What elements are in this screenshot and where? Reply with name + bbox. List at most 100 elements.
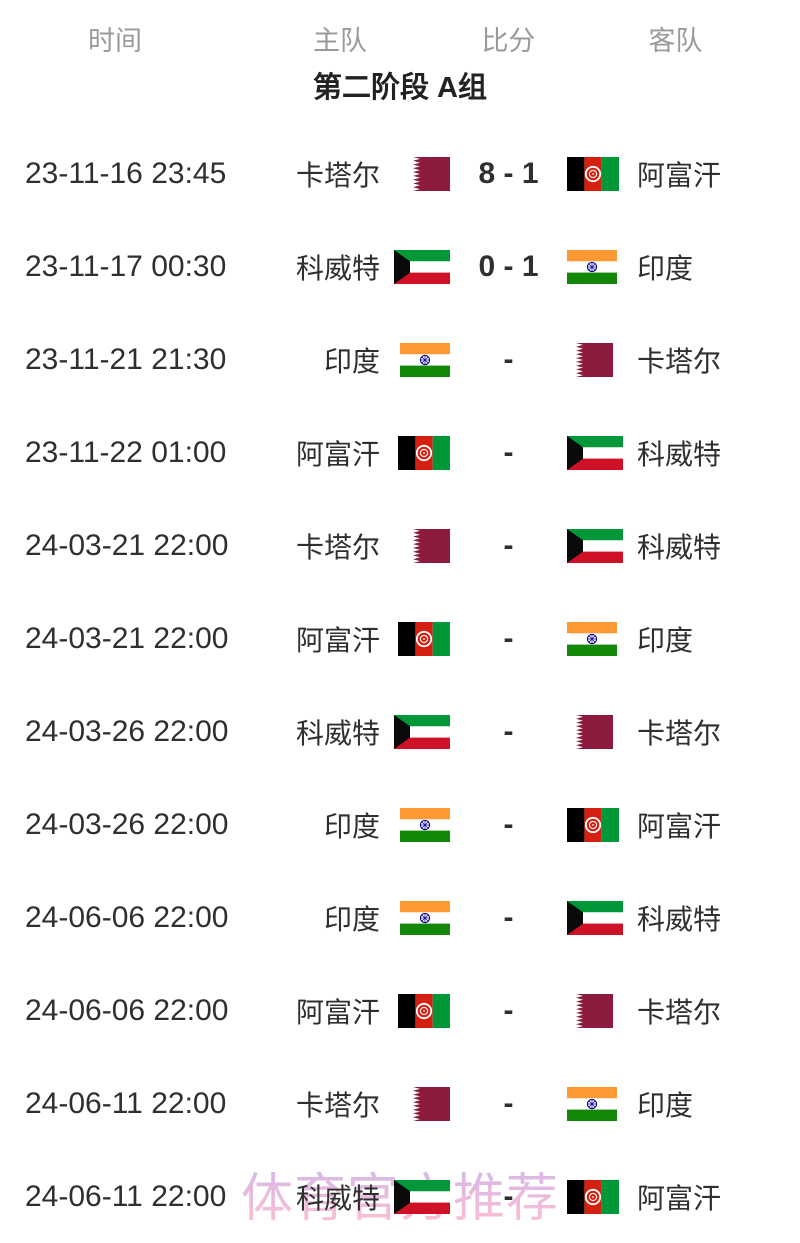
match-score: - [503, 342, 514, 376]
match-time: 24-03-26 22:00 [25, 714, 229, 748]
away-team-cell: 阿富汗 [567, 1177, 800, 1217]
match-score: - [503, 993, 514, 1027]
away-flag-slot [567, 156, 623, 191]
away-team-name: 科威特 [637, 903, 722, 935]
match-time: 24-06-06 22:00 [25, 900, 229, 934]
home-team-cell: 科威特 [230, 247, 450, 287]
away-team-cell: 科威特 [567, 526, 800, 566]
india-flag-icon [567, 621, 617, 656]
match-score: - [503, 1086, 514, 1120]
away-team-cell: 科威特 [567, 898, 800, 938]
away-flag-slot [567, 714, 623, 749]
column-header-away: 客队 [648, 25, 703, 56]
away-flag-slot [567, 528, 623, 563]
match-score: - [503, 807, 514, 841]
away-flag-slot [567, 807, 623, 842]
afghanistan-flag-icon [398, 435, 450, 470]
away-flag-slot [567, 249, 623, 284]
home-flag-slot [394, 435, 450, 470]
home-team-name: 科威特 [295, 717, 380, 749]
home-team-name: 卡塔尔 [295, 531, 380, 563]
away-team-name: 卡塔尔 [637, 345, 722, 377]
match-row[interactable]: 23-11-22 01:00 阿富汗 - 科威特 [0, 406, 800, 499]
away-team-name: 阿富汗 [637, 1182, 722, 1214]
away-team-cell: 卡塔尔 [567, 340, 800, 380]
home-team-name: 卡塔尔 [295, 159, 380, 191]
match-row[interactable]: 23-11-17 00:30 科威特 0 - 1 印度 [0, 220, 800, 313]
away-team-name: 阿富汗 [637, 159, 722, 191]
column-header-time: 时间 [88, 25, 142, 56]
home-flag-slot [394, 1086, 450, 1121]
match-row[interactable]: 24-06-06 22:00 阿富汗 - 卡塔尔 [0, 964, 800, 1057]
kuwait-flag-icon [567, 435, 623, 470]
qatar-flag-icon [567, 342, 613, 377]
away-flag-slot [567, 1086, 623, 1121]
away-team-cell: 卡塔尔 [567, 712, 800, 752]
afghanistan-flag-icon [398, 621, 450, 656]
match-row[interactable]: 24-06-11 22:00 科威特 - 阿富汗 [0, 1150, 800, 1243]
kuwait-flag-icon [394, 1179, 450, 1214]
match-row[interactable]: 24-03-26 22:00 科威特 - 卡塔尔 [0, 685, 800, 778]
home-flag-slot [394, 621, 450, 656]
home-team-name: 卡塔尔 [295, 1089, 380, 1121]
home-team-cell: 卡塔尔 [230, 1084, 450, 1124]
match-row[interactable]: 24-03-26 22:00 印度 - 阿富汗 [0, 778, 800, 871]
india-flag-icon [567, 249, 617, 284]
afghanistan-flag-icon [567, 807, 619, 842]
home-team-name: 印度 [323, 810, 380, 842]
match-list: 23-11-16 23:45 卡塔尔 8 - 1 阿富汗 23-11-17 00… [0, 127, 800, 1243]
column-header-home: 主队 [313, 25, 367, 56]
match-row[interactable]: 24-06-06 22:00 印度 - 科威特 [0, 871, 800, 964]
away-team-cell: 阿富汗 [567, 805, 800, 845]
away-team-cell: 科威特 [567, 433, 800, 473]
home-team-cell: 阿富汗 [230, 619, 450, 659]
home-team-name: 科威特 [295, 1182, 380, 1214]
home-flag-slot [394, 1179, 450, 1214]
match-time: 24-03-21 22:00 [25, 621, 229, 655]
match-row[interactable]: 23-11-16 23:45 卡塔尔 8 - 1 阿富汗 [0, 127, 800, 220]
away-team-name: 卡塔尔 [637, 996, 722, 1028]
home-team-name: 印度 [323, 345, 380, 377]
kuwait-flag-icon [394, 249, 450, 284]
away-team-name: 卡塔尔 [637, 717, 722, 749]
match-score: - [503, 435, 514, 469]
home-team-cell: 印度 [230, 898, 450, 938]
qatar-flag-icon [404, 156, 450, 191]
india-flag-icon [567, 1086, 617, 1121]
home-flag-slot [394, 342, 450, 377]
match-score: 0 - 1 [478, 249, 539, 283]
match-row[interactable]: 24-03-21 22:00 卡塔尔 - 科威特 [0, 499, 800, 592]
qatar-flag-icon [567, 714, 613, 749]
match-time: 23-11-17 00:30 [25, 249, 227, 283]
match-time: 24-03-21 22:00 [25, 528, 229, 562]
match-time: 23-11-22 01:00 [25, 435, 227, 469]
india-flag-icon [400, 807, 450, 842]
match-time: 23-11-21 21:30 [25, 342, 227, 376]
match-time: 24-06-11 22:00 [25, 1179, 227, 1213]
away-team-name: 印度 [637, 1089, 694, 1121]
home-flag-slot [394, 900, 450, 935]
home-team-cell: 卡塔尔 [230, 154, 450, 194]
match-score: - [503, 714, 514, 748]
match-row[interactable]: 23-11-21 21:30 印度 - 卡塔尔 [0, 313, 800, 406]
away-team-cell: 卡塔尔 [567, 991, 800, 1031]
home-team-cell: 卡塔尔 [230, 526, 450, 566]
away-team-name: 印度 [637, 624, 694, 656]
qatar-flag-icon [404, 1086, 450, 1121]
home-team-name: 阿富汗 [295, 996, 380, 1028]
match-score: - [503, 900, 514, 934]
match-time: 24-06-06 22:00 [25, 993, 229, 1027]
qatar-flag-icon [404, 528, 450, 563]
away-flag-slot [567, 621, 623, 656]
group-stage-title: 第二阶段 A组 [312, 72, 487, 104]
away-team-name: 印度 [637, 252, 694, 284]
kuwait-flag-icon [567, 900, 623, 935]
away-team-cell: 印度 [567, 1084, 800, 1124]
away-team-name: 科威特 [637, 531, 722, 563]
match-row[interactable]: 24-06-11 22:00 卡塔尔 - 印度 [0, 1057, 800, 1150]
away-flag-slot [567, 1179, 623, 1214]
away-team-name: 科威特 [637, 438, 722, 470]
home-team-name: 阿富汗 [295, 438, 380, 470]
match-row[interactable]: 24-03-21 22:00 阿富汗 - 印度 [0, 592, 800, 685]
kuwait-flag-icon [394, 714, 450, 749]
